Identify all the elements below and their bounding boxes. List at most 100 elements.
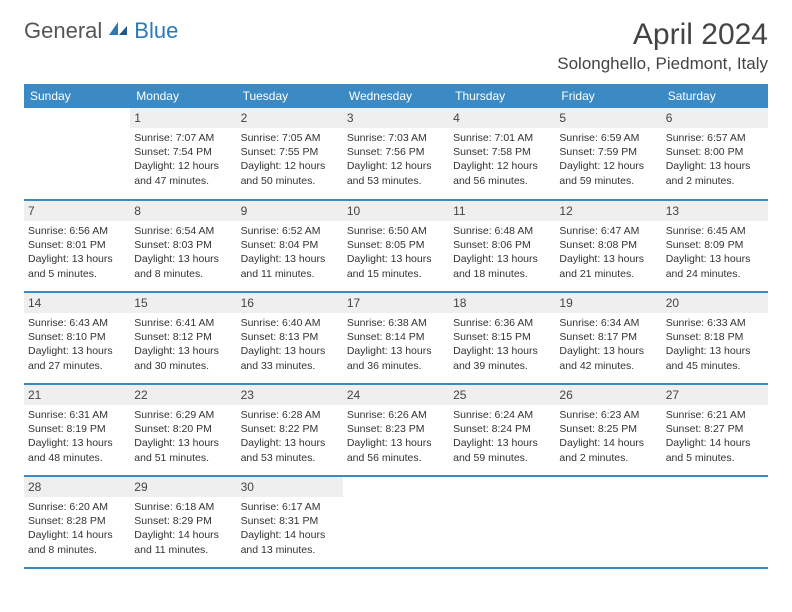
week-row: 28Sunrise: 6:20 AMSunset: 8:28 PMDayligh… [24,476,768,568]
day-number: 6 [662,108,768,128]
daylight-text: Daylight: 14 hours and 8 minutes. [28,528,126,556]
sunrise-text: Sunrise: 6:23 AM [559,408,657,422]
daylight-text: Daylight: 13 hours and 18 minutes. [453,252,551,280]
day-header: Wednesday [343,84,449,108]
day-cell [662,476,768,568]
day-number: 25 [449,385,555,405]
sunset-text: Sunset: 8:10 PM [28,330,126,344]
sunset-text: Sunset: 8:03 PM [134,238,232,252]
daylight-text: Daylight: 13 hours and 42 minutes. [559,344,657,372]
month-title: April 2024 [557,18,768,52]
sunset-text: Sunset: 8:06 PM [453,238,551,252]
sunrise-text: Sunrise: 6:31 AM [28,408,126,422]
sunrise-text: Sunrise: 6:50 AM [347,224,445,238]
daylight-text: Daylight: 12 hours and 56 minutes. [453,159,551,187]
day-cell: 22Sunrise: 6:29 AMSunset: 8:20 PMDayligh… [130,384,236,476]
sunset-text: Sunset: 8:08 PM [559,238,657,252]
day-info: Sunrise: 6:38 AMSunset: 8:14 PMDaylight:… [347,316,445,373]
sunrise-text: Sunrise: 7:05 AM [241,131,339,145]
calendar-table: Sunday Monday Tuesday Wednesday Thursday… [24,84,768,569]
day-number: 15 [130,293,236,313]
day-number: 7 [24,201,130,221]
daylight-text: Daylight: 14 hours and 13 minutes. [241,528,339,556]
sunrise-text: Sunrise: 6:48 AM [453,224,551,238]
day-cell: 11Sunrise: 6:48 AMSunset: 8:06 PMDayligh… [449,200,555,292]
logo: General Blue [24,18,178,44]
day-number: 1 [130,108,236,128]
daylight-text: Daylight: 13 hours and 8 minutes. [134,252,232,280]
daylight-text: Daylight: 13 hours and 15 minutes. [347,252,445,280]
daylight-text: Daylight: 13 hours and 48 minutes. [28,436,126,464]
day-cell: 18Sunrise: 6:36 AMSunset: 8:15 PMDayligh… [449,292,555,384]
sunset-text: Sunset: 7:58 PM [453,145,551,159]
day-cell: 19Sunrise: 6:34 AMSunset: 8:17 PMDayligh… [555,292,661,384]
day-info: Sunrise: 6:56 AMSunset: 8:01 PMDaylight:… [28,224,126,281]
day-number: 18 [449,293,555,313]
day-info: Sunrise: 6:45 AMSunset: 8:09 PMDaylight:… [666,224,764,281]
daylight-text: Daylight: 13 hours and 11 minutes. [241,252,339,280]
day-info: Sunrise: 6:54 AMSunset: 8:03 PMDaylight:… [134,224,232,281]
daylight-text: Daylight: 14 hours and 5 minutes. [666,436,764,464]
sunrise-text: Sunrise: 6:59 AM [559,131,657,145]
day-info: Sunrise: 6:47 AMSunset: 8:08 PMDaylight:… [559,224,657,281]
daylight-text: Daylight: 13 hours and 56 minutes. [347,436,445,464]
day-info: Sunrise: 7:01 AMSunset: 7:58 PMDaylight:… [453,131,551,188]
day-cell: 17Sunrise: 6:38 AMSunset: 8:14 PMDayligh… [343,292,449,384]
sunset-text: Sunset: 8:28 PM [28,514,126,528]
day-number: 19 [555,293,661,313]
day-info: Sunrise: 6:33 AMSunset: 8:18 PMDaylight:… [666,316,764,373]
day-info: Sunrise: 6:40 AMSunset: 8:13 PMDaylight:… [241,316,339,373]
sunrise-text: Sunrise: 6:26 AM [347,408,445,422]
day-info: Sunrise: 7:03 AMSunset: 7:56 PMDaylight:… [347,131,445,188]
sunrise-text: Sunrise: 7:07 AM [134,131,232,145]
sunset-text: Sunset: 8:19 PM [28,422,126,436]
daylight-text: Daylight: 13 hours and 5 minutes. [28,252,126,280]
day-cell: 9Sunrise: 6:52 AMSunset: 8:04 PMDaylight… [237,200,343,292]
daylight-text: Daylight: 12 hours and 50 minutes. [241,159,339,187]
day-number: 30 [237,477,343,497]
day-number: 22 [130,385,236,405]
sunset-text: Sunset: 8:04 PM [241,238,339,252]
sunset-text: Sunset: 8:09 PM [666,238,764,252]
sunset-text: Sunset: 8:15 PM [453,330,551,344]
sunset-text: Sunset: 8:12 PM [134,330,232,344]
sunrise-text: Sunrise: 6:57 AM [666,131,764,145]
sunset-text: Sunset: 8:24 PM [453,422,551,436]
day-info: Sunrise: 6:59 AMSunset: 7:59 PMDaylight:… [559,131,657,188]
day-cell: 20Sunrise: 6:33 AMSunset: 8:18 PMDayligh… [662,292,768,384]
day-header: Sunday [24,84,130,108]
day-header: Tuesday [237,84,343,108]
daylight-text: Daylight: 13 hours and 24 minutes. [666,252,764,280]
day-cell: 24Sunrise: 6:26 AMSunset: 8:23 PMDayligh… [343,384,449,476]
day-cell [24,108,130,200]
day-cell: 3Sunrise: 7:03 AMSunset: 7:56 PMDaylight… [343,108,449,200]
day-cell [555,476,661,568]
day-info: Sunrise: 6:21 AMSunset: 8:27 PMDaylight:… [666,408,764,465]
sunset-text: Sunset: 7:59 PM [559,145,657,159]
day-info: Sunrise: 6:23 AMSunset: 8:25 PMDaylight:… [559,408,657,465]
day-info: Sunrise: 6:52 AMSunset: 8:04 PMDaylight:… [241,224,339,281]
daylight-text: Daylight: 13 hours and 2 minutes. [666,159,764,187]
day-cell: 1Sunrise: 7:07 AMSunset: 7:54 PMDaylight… [130,108,236,200]
daylight-text: Daylight: 13 hours and 51 minutes. [134,436,232,464]
day-info: Sunrise: 6:50 AMSunset: 8:05 PMDaylight:… [347,224,445,281]
day-cell: 13Sunrise: 6:45 AMSunset: 8:09 PMDayligh… [662,200,768,292]
sunrise-text: Sunrise: 6:20 AM [28,500,126,514]
week-row: 21Sunrise: 6:31 AMSunset: 8:19 PMDayligh… [24,384,768,476]
day-info: Sunrise: 6:48 AMSunset: 8:06 PMDaylight:… [453,224,551,281]
sunset-text: Sunset: 8:17 PM [559,330,657,344]
day-number: 16 [237,293,343,313]
day-cell: 29Sunrise: 6:18 AMSunset: 8:29 PMDayligh… [130,476,236,568]
sunset-text: Sunset: 8:20 PM [134,422,232,436]
day-number: 24 [343,385,449,405]
daylight-text: Daylight: 14 hours and 2 minutes. [559,436,657,464]
logo-text-general: General [24,18,102,44]
sunrise-text: Sunrise: 6:45 AM [666,224,764,238]
title-block: April 2024 Solonghello, Piedmont, Italy [557,18,768,74]
logo-text-blue: Blue [134,18,178,44]
sunrise-text: Sunrise: 6:28 AM [241,408,339,422]
day-info: Sunrise: 6:17 AMSunset: 8:31 PMDaylight:… [241,500,339,557]
day-info: Sunrise: 6:31 AMSunset: 8:19 PMDaylight:… [28,408,126,465]
daylight-text: Daylight: 12 hours and 53 minutes. [347,159,445,187]
week-row: 7 Sunrise: 6:56 AMSunset: 8:01 PMDaylight… [24,200,768,292]
